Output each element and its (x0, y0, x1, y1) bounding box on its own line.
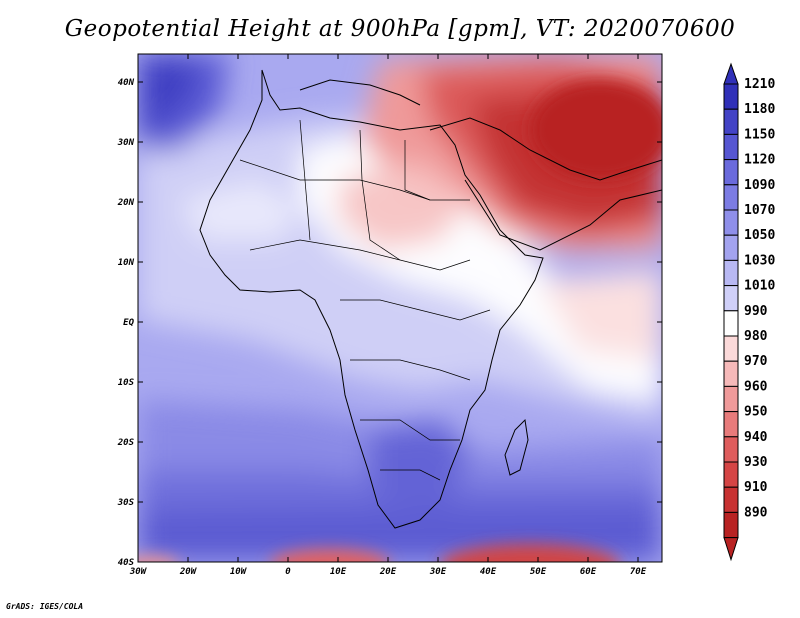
colorbar-level-label: 1070 (744, 203, 775, 218)
lon-tick-label: 70E (630, 567, 647, 577)
colorbar-swatch (723, 285, 739, 312)
colorbar-level-label: 1050 (744, 228, 775, 243)
borders (239, 119, 491, 481)
lat-tick-label: 10S (118, 378, 135, 388)
lat-tick-label: 40N (118, 78, 135, 88)
lat-tick-label: 30S (117, 498, 135, 508)
colorbar-swatch (723, 133, 739, 161)
colorbar-level-label: 950 (744, 405, 768, 420)
colorbar-swatch (723, 511, 739, 539)
colorbar-level-label: 990 (744, 304, 768, 319)
colorbar-level-label: 970 (744, 354, 768, 369)
colorbar-top-arrow (723, 62, 739, 85)
colorbar-swatch (723, 159, 739, 186)
lon-tick-label: 30W (129, 567, 148, 577)
lon-tick-label: 50E (530, 567, 547, 577)
colorbar-level-label: 890 (744, 505, 768, 520)
colorbar-level-label: 910 (744, 480, 768, 495)
grads-credit: GrADS: IGES/COLA (6, 602, 84, 611)
lon-tick-label: 30E (429, 567, 447, 577)
lon-tick-labels: 30W 20W 10W 0 10E 20E 30E 40E 50E 60E 70E (129, 567, 647, 577)
colorbar-swatch (723, 108, 739, 135)
colorbar-swatch (723, 461, 739, 488)
tick-marks (137, 54, 662, 563)
colorbar-swatch (723, 411, 739, 438)
colorbar-swatch (723, 259, 739, 287)
lon-tick-label: 10W (230, 567, 248, 577)
colorbar-level-label: 1030 (744, 253, 775, 268)
lon-tick-label: 20E (379, 567, 397, 577)
colorbar-swatch (723, 184, 739, 211)
lon-tick-label: 60E (580, 567, 597, 577)
coastlines (199, 69, 662, 529)
map-title: Geopotential Height at 900hPa [gpm], VT:… (64, 16, 736, 42)
colorbar-level-label: 980 (744, 329, 768, 344)
colorbar-level-label: 940 (744, 430, 768, 445)
lon-tick-label: 10E (330, 567, 347, 577)
lat-tick-label: 20N (117, 198, 135, 208)
lon-tick-label: 20W (179, 567, 198, 577)
colorbar-swatch (723, 360, 739, 387)
colorbar-swatch (723, 310, 739, 337)
colorbar-swatch (723, 486, 739, 513)
colorbar-swatch (723, 83, 739, 110)
colorbar-level-label: 1120 (744, 153, 775, 168)
lat-tick-label: 40S (118, 558, 135, 568)
colorbar-level-label: 930 (744, 455, 768, 470)
colorbar-level-label: 1010 (744, 279, 775, 294)
colorbar-swatch (723, 385, 739, 413)
colorbar-level-label: 1090 (744, 178, 775, 193)
colorbar-swatch (723, 436, 739, 463)
colorbar-bottom-arrow (723, 537, 739, 562)
lon-tick-label: 0 (285, 567, 291, 577)
colorbar-level-label: 1180 (744, 102, 775, 117)
lat-tick-label: 10N (118, 258, 135, 268)
colorbar-swatch (723, 234, 739, 261)
lat-tick-label: 30N (117, 138, 135, 148)
lon-tick-label: 40E (480, 567, 497, 577)
colorbar-level-label: 1210 (744, 77, 775, 92)
colorbar-level-label: 960 (744, 379, 768, 394)
lat-tick-labels: 40S 30S 20S 10S EQ 10N 20N 30N 40N (117, 78, 135, 568)
lat-tick-label: EQ (123, 318, 134, 328)
colorbar-level-label: 1150 (744, 127, 775, 142)
lat-tick-label: 20S (117, 438, 135, 448)
colorbar: 1210 1180 1150 1120 1090 1070 1050 1030 1010 990 9… (723, 62, 775, 562)
colorbar-swatch (723, 209, 739, 236)
plot-frame (137, 53, 663, 563)
colorbar-swatch (723, 335, 739, 362)
height-field (138, 54, 662, 562)
